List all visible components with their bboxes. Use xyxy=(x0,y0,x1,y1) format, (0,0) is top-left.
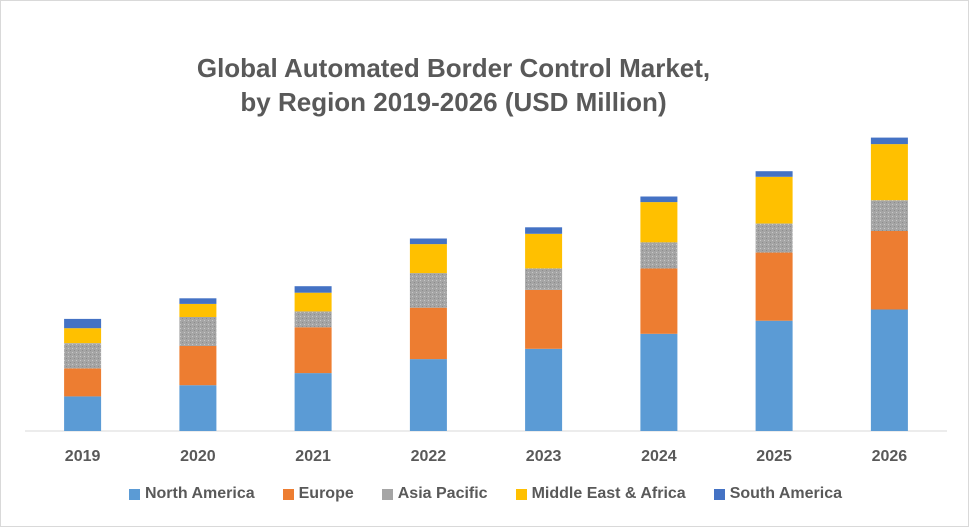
bar-segment-middle-east-africa-2026 xyxy=(870,144,908,201)
bar-segment-europe-2025 xyxy=(755,252,793,321)
legend-item-middle-east-africa: Middle East & Africa xyxy=(515,485,686,503)
x-tick-label-2025: 2025 xyxy=(756,448,792,465)
bar-segment-middle-east-africa-2024 xyxy=(640,202,678,243)
bar-segment-north-america-2021 xyxy=(294,373,332,431)
legend-item-north-america: North America xyxy=(128,485,255,503)
legend-label: Asia Pacific xyxy=(397,485,488,502)
legend-item-south-america: South America xyxy=(713,485,843,503)
bar-segment-south-america-2023 xyxy=(525,227,563,234)
x-tick-label-2022: 2022 xyxy=(411,448,447,465)
bar-segment-asia-pacific-2023 xyxy=(525,268,563,290)
x-tick-label-2023: 2023 xyxy=(526,448,562,465)
bar-segment-south-america-2025 xyxy=(755,171,793,177)
bar-segment-south-america-2022 xyxy=(409,238,447,245)
bar-segment-europe-2023 xyxy=(525,289,563,349)
chart-legend: North America Europe Asia Pacific Middle Ea… xyxy=(1,485,969,503)
bar-segment-south-america-2019 xyxy=(64,318,102,329)
bar-segment-asia-pacific-2022 xyxy=(409,273,447,308)
bar-segment-middle-east-africa-2020 xyxy=(179,303,217,317)
bar-segment-asia-pacific-2019 xyxy=(64,343,102,369)
x-tick-label-2019: 2019 xyxy=(65,448,101,465)
bar-segment-europe-2020 xyxy=(179,346,217,386)
x-tick-label-2020: 2020 xyxy=(180,448,216,465)
bar-segment-north-america-2026 xyxy=(870,309,908,431)
legend-swatch xyxy=(515,488,527,500)
legend-label: Middle East & Africa xyxy=(531,485,686,502)
bar-segment-north-america-2023 xyxy=(525,348,563,431)
bar-segment-asia-pacific-2026 xyxy=(870,200,908,231)
bar-segment-europe-2019 xyxy=(64,368,102,397)
legend-label: South America xyxy=(729,485,843,502)
bar-segment-europe-2024 xyxy=(640,268,678,334)
bar-segment-north-america-2020 xyxy=(179,385,217,431)
bar-segment-middle-east-africa-2021 xyxy=(294,292,332,312)
bar-segment-south-america-2024 xyxy=(640,196,678,203)
bar-segment-middle-east-africa-2022 xyxy=(409,244,447,274)
legend-item-asia-pacific: Asia Pacific xyxy=(381,485,488,503)
bar-segment-europe-2021 xyxy=(294,327,332,374)
legend-swatch xyxy=(381,488,393,500)
bar-segment-south-america-2026 xyxy=(870,137,908,145)
x-tick-label-2026: 2026 xyxy=(872,448,908,465)
bar-segment-europe-2022 xyxy=(409,307,447,360)
legend-swatch xyxy=(128,488,140,500)
bar-segment-north-america-2019 xyxy=(64,396,102,431)
bar-segment-middle-east-africa-2019 xyxy=(64,328,102,344)
x-tick-label-2021: 2021 xyxy=(295,448,331,465)
chart-title: Global Automated Border Control Market, … xyxy=(196,53,711,117)
bar-segment-north-america-2025 xyxy=(755,320,793,431)
bar-segment-north-america-2022 xyxy=(409,359,447,431)
bar-segment-middle-east-africa-2025 xyxy=(755,176,793,224)
bar-segment-middle-east-africa-2023 xyxy=(525,233,563,269)
legend-item-europe: Europe xyxy=(282,485,354,503)
bar-segment-asia-pacific-2021 xyxy=(294,311,332,328)
legend-label: Europe xyxy=(298,485,354,502)
legend-label: North America xyxy=(144,485,255,502)
bar-segment-south-america-2020 xyxy=(179,298,217,304)
bar-segment-europe-2026 xyxy=(870,231,908,310)
bar-segment-asia-pacific-2025 xyxy=(755,223,793,253)
bar-segment-south-america-2021 xyxy=(294,286,332,293)
bar-segment-asia-pacific-2024 xyxy=(640,242,678,269)
legend-swatch xyxy=(713,488,725,500)
x-tick-label-2024: 2024 xyxy=(641,448,677,465)
legend-swatch xyxy=(282,488,294,500)
bar-segment-asia-pacific-2020 xyxy=(179,317,217,346)
bar-segment-north-america-2024 xyxy=(640,333,678,431)
